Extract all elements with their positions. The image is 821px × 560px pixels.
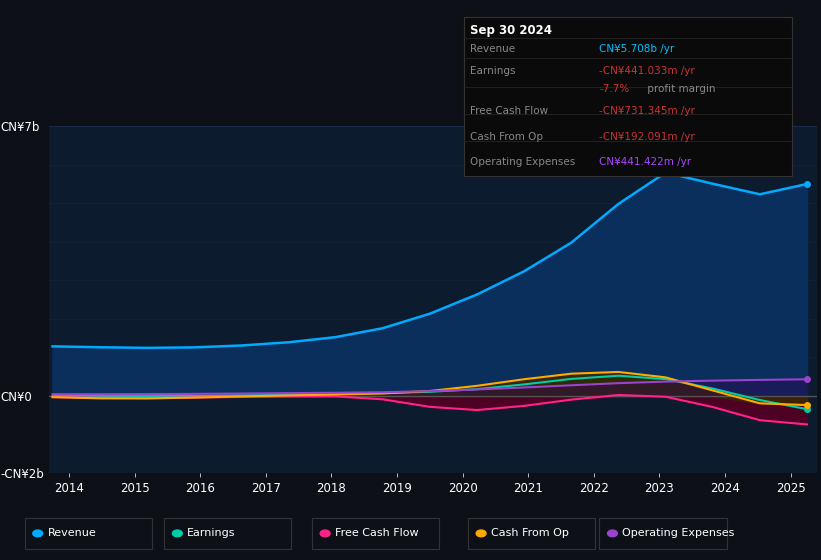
Text: -CN¥192.091m /yr: -CN¥192.091m /yr: [599, 132, 695, 142]
Text: CN¥5.708b /yr: CN¥5.708b /yr: [599, 44, 675, 54]
Text: Operating Expenses: Operating Expenses: [470, 157, 576, 167]
Text: CN¥441.422m /yr: CN¥441.422m /yr: [599, 157, 691, 167]
Text: Free Cash Flow: Free Cash Flow: [335, 529, 419, 538]
Text: -CN¥441.033m /yr: -CN¥441.033m /yr: [599, 66, 695, 76]
Text: Earnings: Earnings: [187, 529, 236, 538]
Text: Revenue: Revenue: [470, 44, 516, 54]
Text: -CN¥731.345m /yr: -CN¥731.345m /yr: [599, 106, 695, 116]
Text: Revenue: Revenue: [48, 529, 96, 538]
Text: -7.7%: -7.7%: [599, 84, 630, 94]
Text: Cash From Op: Cash From Op: [470, 132, 544, 142]
Text: Earnings: Earnings: [470, 66, 516, 76]
Text: Operating Expenses: Operating Expenses: [622, 529, 735, 538]
Text: Cash From Op: Cash From Op: [491, 529, 569, 538]
Text: Free Cash Flow: Free Cash Flow: [470, 106, 548, 116]
Text: profit margin: profit margin: [644, 84, 716, 94]
Text: Sep 30 2024: Sep 30 2024: [470, 24, 553, 36]
